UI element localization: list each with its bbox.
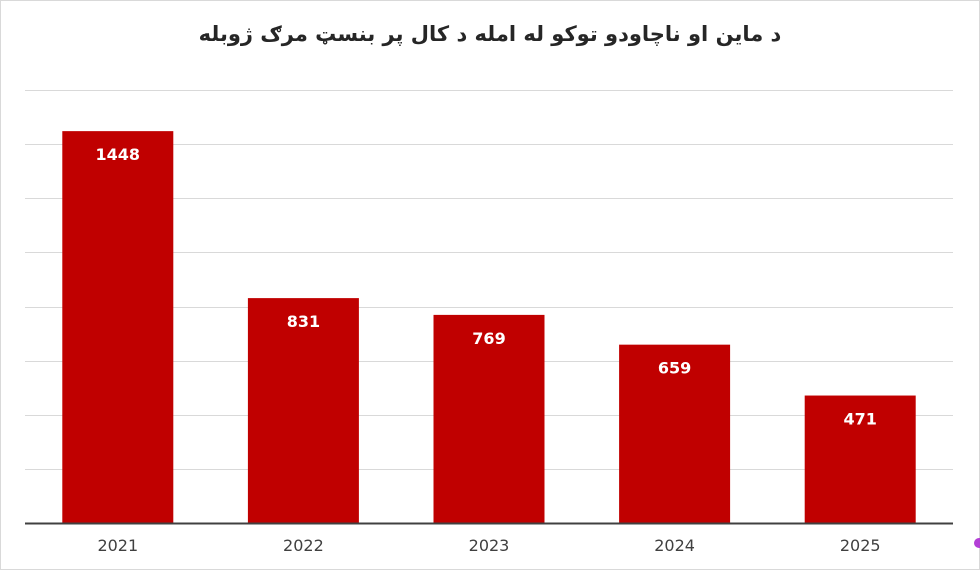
data-label-2025: 471 xyxy=(843,410,876,429)
bar-2025[interactable] xyxy=(804,395,916,523)
data-label-2023: 769 xyxy=(472,329,505,348)
x-tick-label-2023: 2023 xyxy=(469,536,510,555)
resize-handle-icon[interactable] xyxy=(974,538,980,548)
bar-2022[interactable] xyxy=(247,298,359,523)
x-tick-label-2024: 2024 xyxy=(654,536,695,555)
data-label-2024: 659 xyxy=(658,359,691,378)
data-labels: 1448 831 769 659 471 xyxy=(96,145,877,428)
data-label-2021: 1448 xyxy=(96,145,141,164)
x-tick-label-2025: 2025 xyxy=(840,536,881,555)
x-tick-label-2021: 2021 xyxy=(97,536,138,555)
x-tick-labels: 2021 2022 2023 2024 2025 xyxy=(97,536,880,555)
x-tick-label-2022: 2022 xyxy=(283,536,324,555)
data-label-2022: 831 xyxy=(287,312,320,331)
bar-2024[interactable] xyxy=(619,344,731,523)
bar-2021[interactable] xyxy=(62,131,174,523)
bars xyxy=(62,131,916,523)
chart-title: د ماین او ناچاودو توکو له امله د کال پر … xyxy=(198,22,782,46)
bar-2023[interactable] xyxy=(433,314,545,523)
